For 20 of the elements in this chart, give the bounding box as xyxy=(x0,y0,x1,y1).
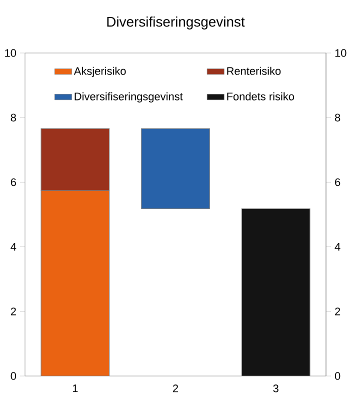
y2-tick-label: 10 xyxy=(335,49,346,57)
x-tick-label: 1 xyxy=(72,384,78,392)
x-tick-label: 3 xyxy=(273,384,278,392)
y-tick-label: 4 xyxy=(10,243,16,251)
y2-tick-label: 4 xyxy=(334,243,340,251)
y2-tick-label: 2 xyxy=(335,308,340,316)
chart-title: Diversifiseringsgevinst xyxy=(107,16,245,30)
legend-label: Renterisiko xyxy=(227,66,281,75)
y2-tick-label: 6 xyxy=(335,178,340,186)
y-tick-label: 10 xyxy=(5,49,16,57)
y-tick-label: 6 xyxy=(10,178,16,186)
y2-tick-label: 0 xyxy=(334,372,340,380)
legend-label: Diversifiseringsgevinst xyxy=(74,92,183,102)
legend-label: Fondets risiko xyxy=(227,92,294,100)
y-tick-label: 8 xyxy=(10,114,16,122)
legend-label: Aksjerisiko xyxy=(74,66,126,78)
x-tick-label: 2 xyxy=(173,384,178,392)
y-tick-label: 2 xyxy=(10,308,16,316)
y-tick-label: 0 xyxy=(10,372,16,380)
y2-tick-label: 8 xyxy=(334,114,340,122)
